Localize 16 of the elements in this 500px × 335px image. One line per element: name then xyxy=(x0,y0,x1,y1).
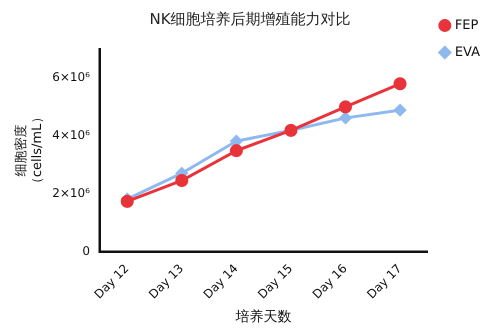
y-tick-label: 2×10⁶ xyxy=(52,186,90,200)
point xyxy=(339,112,352,124)
point xyxy=(338,100,352,114)
y-tick-label: 0 xyxy=(82,244,90,258)
point xyxy=(394,104,406,116)
point xyxy=(230,144,243,158)
legend-label: EVA xyxy=(454,44,480,60)
legend-label: FEP xyxy=(454,18,479,33)
y-tick-label: 4×10⁶ xyxy=(52,128,90,142)
point xyxy=(120,194,134,208)
point xyxy=(175,174,188,188)
y-tick-label: 6×10⁶ xyxy=(52,70,90,84)
point xyxy=(394,77,407,90)
y-axis-title: 细胞密度（cells/mL） xyxy=(13,110,45,190)
chart-title: NK细胞培养后期增殖能力对比 xyxy=(149,10,351,28)
x-axis-title: 培养天数 xyxy=(234,309,292,326)
